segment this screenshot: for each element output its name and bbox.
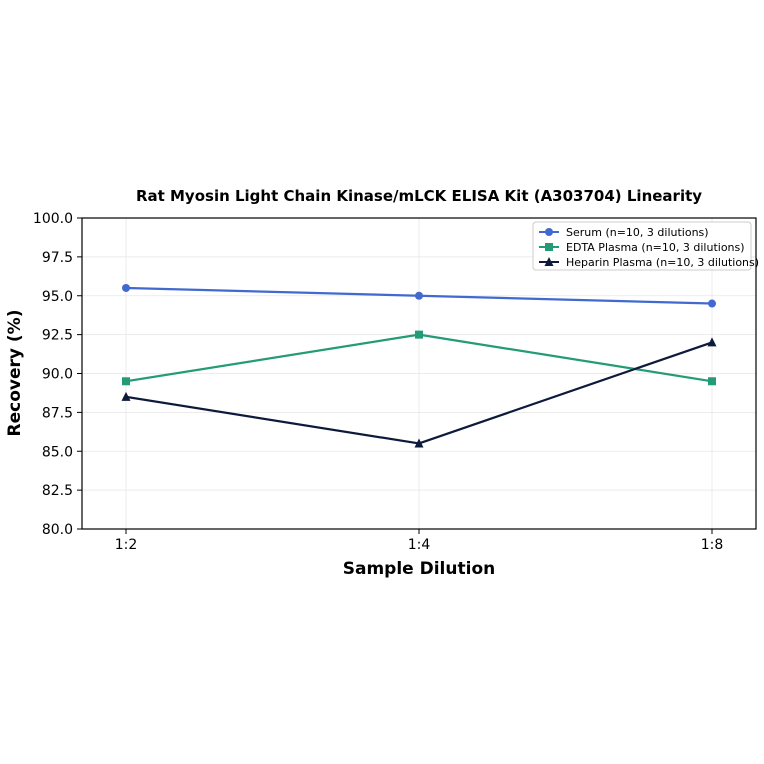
legend-label: Heparin Plasma (n=10, 3 dilutions) [566, 256, 759, 269]
legend-swatch-marker [545, 243, 553, 251]
data-point [707, 337, 717, 347]
data-point [121, 391, 131, 401]
y-tick-label: 97.5 [42, 250, 73, 266]
y-axis: 80.0 82.5 85.0 87.5 90.0 92.5 95.0 97.5 100.0 [33, 211, 82, 538]
legend-label: EDTA Plasma (n=10, 3 dilutions) [566, 241, 745, 254]
data-point [415, 330, 423, 339]
data-point [122, 283, 130, 292]
data-point [708, 299, 716, 308]
series-2 [121, 337, 717, 448]
x-tick-label: 1:2 [115, 537, 138, 553]
x-tick-label: 1:8 [701, 537, 724, 553]
legend-entry: Heparin Plasma (n=10, 3 dilutions) [539, 256, 759, 269]
legend-label: Serum (n=10, 3 dilutions) [566, 226, 709, 239]
y-tick-label: 82.5 [42, 483, 73, 499]
data-point [415, 291, 423, 300]
legend-box [532, 221, 752, 271]
chart-title: Rat Myosin Light Chain Kinase/mLCK ELISA… [136, 187, 702, 205]
y-tick-label: 87.5 [42, 405, 73, 421]
y-tick-label: 92.5 [42, 328, 73, 344]
series-0 [122, 283, 716, 308]
y-axis-title: Recovery (%) [5, 310, 25, 437]
legend-swatch-marker [545, 228, 553, 236]
legend-swatch-marker [544, 257, 554, 266]
y-tick-label: 100.0 [33, 211, 73, 227]
legend-entry: EDTA Plasma (n=10, 3 dilutions) [539, 241, 745, 254]
legend-entry: Serum (n=10, 3 dilutions) [539, 226, 709, 239]
y-tick-label: 80.0 [42, 522, 73, 538]
x-axis: 1:2 1:4 1:8 [115, 529, 724, 553]
x-tick-label: 1:4 [408, 537, 431, 553]
data-point [708, 377, 716, 386]
y-tick-label: 90.0 [42, 367, 73, 383]
x-axis-title: Sample Dilution [343, 559, 495, 579]
data-point [414, 438, 424, 448]
data-point [122, 377, 130, 386]
legend: Serum (n=10, 3 dilutions) EDTA Plasma (n=… [532, 221, 759, 271]
series-layer [121, 283, 717, 448]
series-1 [122, 330, 716, 386]
y-tick-label: 85.0 [42, 444, 73, 460]
y-tick-label: 95.0 [42, 289, 73, 305]
